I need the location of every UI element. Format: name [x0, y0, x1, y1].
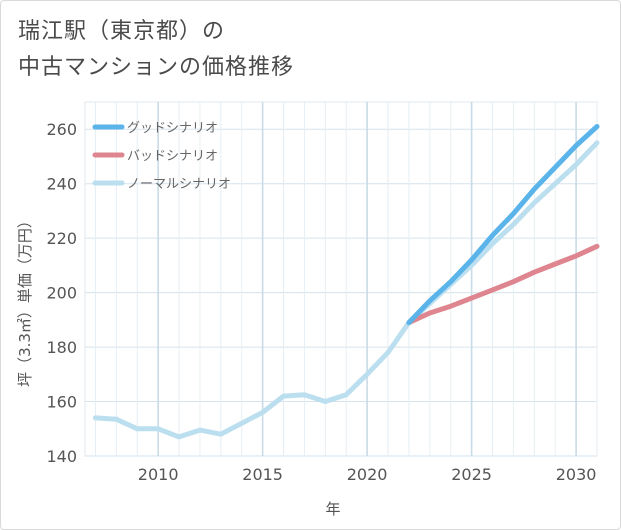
y-tick-label: 160 — [46, 393, 77, 412]
grid — [84, 101, 598, 457]
y-axis-label: 坪（3.3㎡）単価（万円） — [16, 213, 34, 387]
series-line-0 — [406, 124, 600, 326]
legend-label-2: ノーマルシナリオ — [127, 177, 231, 192]
x-tick-label: 2020 — [347, 465, 388, 484]
series-lines — [92, 124, 600, 440]
x-tick-label: 2030 — [556, 465, 597, 484]
axes: 140 160 180 200 220 240 260 2010 2015 2020 2025 203… — [46, 120, 596, 484]
chart-title: 瑞江駅（東京都）の 中古マンションの価格推移 — [18, 14, 294, 86]
chart-title-line-1: 瑞江駅（東京都）の — [18, 19, 226, 44]
legend-label-0: グッドシナリオ — [127, 121, 218, 136]
y-tick-label: 220 — [46, 229, 77, 248]
legend-label-1: バッドシナリオ — [127, 149, 218, 164]
x-axis-label: 年 — [325, 500, 340, 518]
x-tick-label: 2015 — [242, 465, 283, 484]
x-tick-label: 2010 — [138, 465, 179, 484]
y-tick-label: 140 — [46, 447, 77, 466]
series-line-2 — [92, 140, 600, 440]
chart-title-line-2: 中古マンションの価格推移 — [18, 55, 295, 80]
y-tick-label: 260 — [46, 120, 77, 139]
series-line-1 — [406, 243, 600, 326]
y-tick-label: 200 — [46, 284, 77, 303]
y-tick-label: 240 — [46, 175, 77, 194]
y-tick-label: 180 — [46, 338, 77, 357]
x-tick-label: 2025 — [451, 465, 492, 484]
